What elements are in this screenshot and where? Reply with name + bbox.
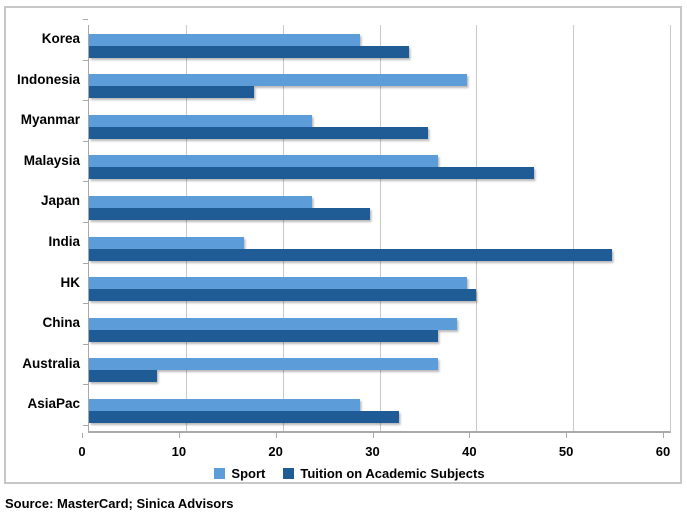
y-axis-tick [83,343,88,345]
y-axis-tick [83,222,88,223]
bar-malaysia-tuition [89,167,535,180]
y-axis-tick [83,262,88,264]
y-axis-tick [83,425,88,426]
category-label-korea: Korea [41,31,80,46]
y-axis-tick [83,19,88,20]
bar-myanmar-tuition [89,126,428,139]
category-label-japan: Japan [40,193,80,209]
legend: Sport Tuition on Academic Subjects [6,466,687,481]
y-axis-tick [83,181,88,183]
bar-indonesia-tuition [89,86,254,99]
x-tick-label-30: 30 [365,444,380,459]
y-axis-tick [83,59,88,61]
category-label-asiapac: AsiaPac [27,396,80,412]
gridline-30 [379,25,381,431]
y-axis-tick [83,140,88,142]
category-label-india: India [48,234,80,249]
bar-hk-tuition [89,289,477,302]
x-axis-tick [566,433,568,438]
bar-malaysia-sport [89,155,438,168]
x-axis-tick [663,433,664,438]
legend-item-sport: Sport [214,466,265,481]
bar-indonesia-sport [89,74,467,87]
gridline-50 [573,25,575,431]
bar-korea-sport [89,33,361,46]
bar-india-tuition [89,248,612,261]
category-label-malaysia: Malaysia [23,152,80,168]
gridline-10 [185,25,187,431]
category-label-hk: HK [60,274,81,290]
x-axis-tick [275,433,277,438]
x-axis-tick [469,433,471,438]
category-label-indonesia: Indonesia [16,71,80,87]
bar-japan-tuition [89,207,370,220]
category-label-myanmar: Myanmar [20,112,80,128]
x-axis-tick [82,433,83,438]
x-tick-label-40: 40 [462,444,477,459]
tuition-legend-swatch-icon [283,468,295,479]
x-tick-label-50: 50 [558,444,574,459]
bar-asiapac-sport [89,398,361,411]
bar-china-tuition [89,329,438,342]
sport-legend-swatch-icon [214,468,226,479]
x-axis-tick [372,433,374,438]
category-label-australia: Australia [22,355,80,371]
source-note: Source: MasterCard; Sinica Advisors [5,496,234,511]
gridline-20 [282,25,284,431]
bar-india-sport [89,236,244,249]
x-tick-label-20: 20 [268,444,283,459]
bar-myanmar-sport [89,114,312,127]
bar-japan-sport [89,195,312,208]
y-axis-tick [83,303,88,305]
x-tick-label-10: 10 [171,444,187,459]
x-axis-tick [178,433,180,438]
bar-asiapac-tuition [89,410,399,423]
bar-australia-sport [89,358,438,371]
bar-korea-tuition [89,45,409,58]
bar-china-sport [89,317,457,330]
plot-area [88,25,671,433]
legend-label-tuition: Tuition on Academic Subjects [300,466,485,481]
x-tick-label-60: 60 [655,444,671,459]
category-label-china: China [42,315,80,331]
bar-hk-sport [89,277,467,290]
y-axis-tick [83,100,88,102]
bar-australia-tuition [89,370,157,383]
legend-label-sport: Sport [231,466,266,481]
x-tick-label-0: 0 [78,444,86,459]
y-axis-tick [83,384,88,386]
chart-frame: Korea Indonesia Myanmar Malaysia Japan India H… [4,6,682,484]
legend-item-tuition: Tuition on Academic Subjects [283,466,485,481]
gridline-40 [476,25,478,431]
